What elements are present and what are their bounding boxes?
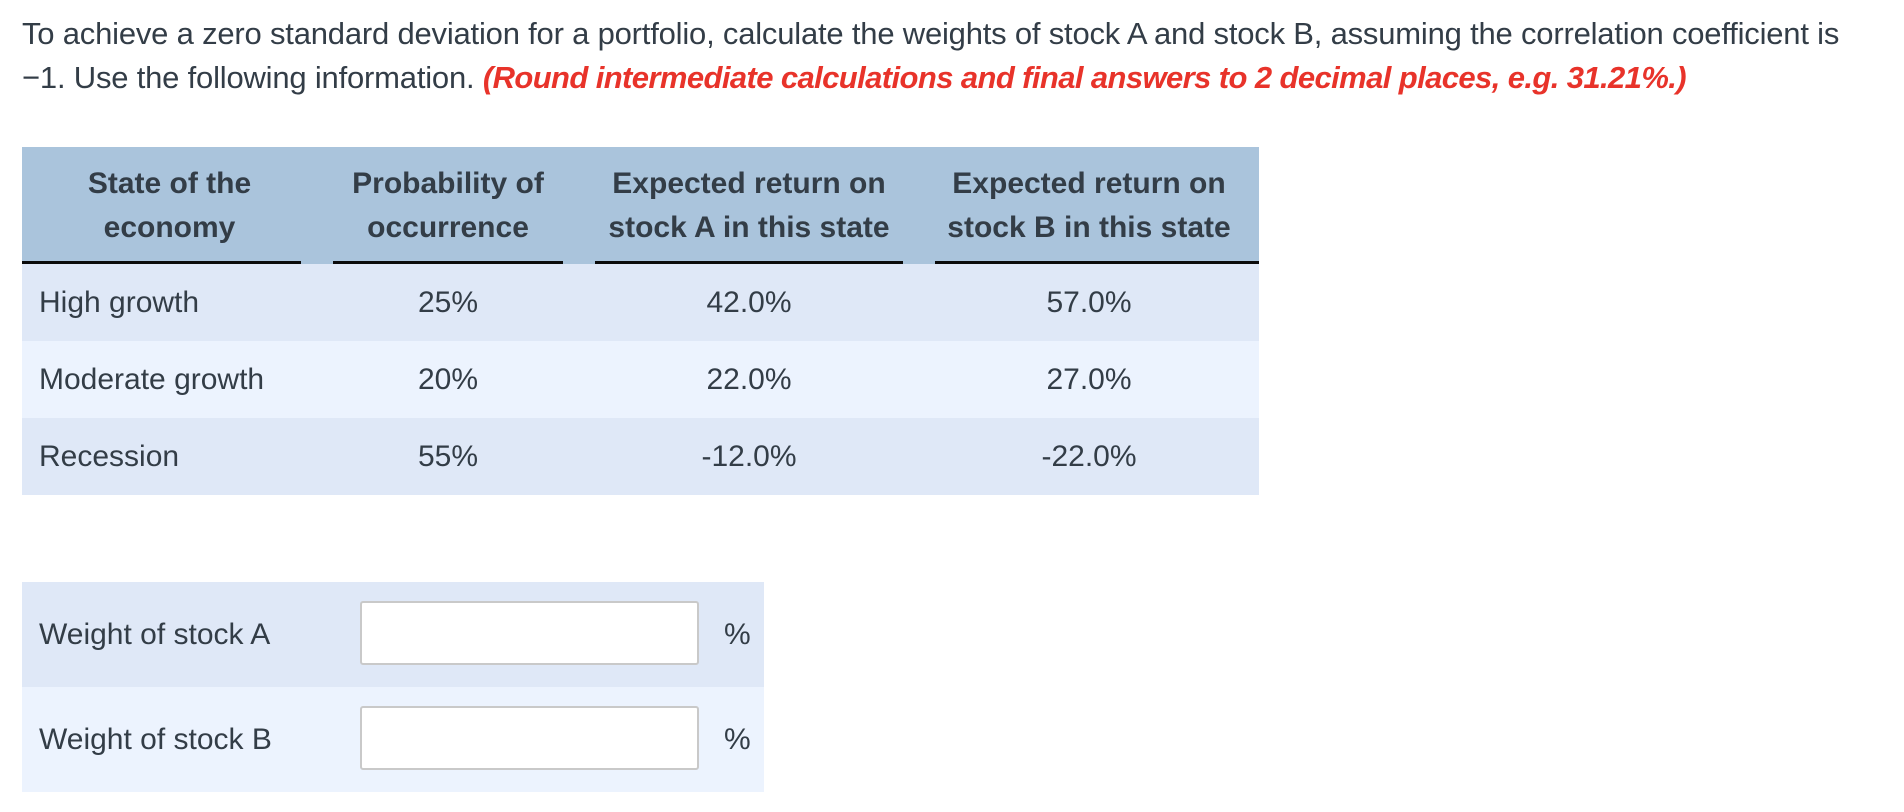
cell-probability: 25% (317, 264, 579, 341)
table-header-row: State of the economy Probability of occu… (22, 147, 1259, 264)
header-underline (22, 261, 301, 264)
table-row: High growth 25% 42.0% 57.0% (22, 264, 1259, 341)
cell-return-b: -22.0% (919, 418, 1259, 495)
answer-table: Weight of stock A % Weight of stock B % (22, 582, 764, 792)
cell-probability: 55% (317, 418, 579, 495)
cell-state: Recession (22, 418, 317, 495)
header-state: State of the economy (22, 147, 317, 264)
cell-return-a: 22.0% (579, 341, 919, 418)
cell-state: High growth (22, 264, 317, 341)
weight-b-unit: % (700, 687, 764, 792)
question-text: To achieve a zero standard deviation for… (22, 12, 1882, 100)
cell-return-b: 27.0% (919, 341, 1259, 418)
answer-row-weight-a: Weight of stock A % (22, 582, 764, 687)
cell-return-a: 42.0% (579, 264, 919, 341)
cell-probability: 20% (317, 341, 579, 418)
header-return-a: Expected return on stock A in this state (579, 147, 919, 264)
header-underline (935, 261, 1259, 264)
table-row: Moderate growth 20% 22.0% 27.0% (22, 341, 1259, 418)
header-probability: Probability of occurrence (317, 147, 579, 264)
header-underline (595, 261, 903, 264)
table-row: Recession 55% -12.0% -22.0% (22, 418, 1259, 495)
weight-b-input[interactable] (360, 705, 699, 770)
weight-a-unit: % (700, 582, 764, 687)
cell-return-b: 57.0% (919, 264, 1259, 341)
header-underline (333, 261, 563, 264)
economy-returns-table: State of the economy Probability of occu… (22, 147, 1259, 495)
cell-return-a: -12.0% (579, 418, 919, 495)
rounding-instruction: (Round intermediate calculations and fin… (482, 60, 1687, 95)
header-return-b: Expected return on stock B in this state (919, 147, 1259, 264)
weight-b-label: Weight of stock B (22, 687, 360, 792)
cell-state: Moderate growth (22, 341, 317, 418)
weight-a-label: Weight of stock A (22, 582, 360, 687)
weight-a-input[interactable] (360, 600, 699, 665)
question-body: To achieve a zero standard deviation for… (22, 16, 1840, 95)
answer-row-weight-b: Weight of stock B % (22, 687, 764, 792)
